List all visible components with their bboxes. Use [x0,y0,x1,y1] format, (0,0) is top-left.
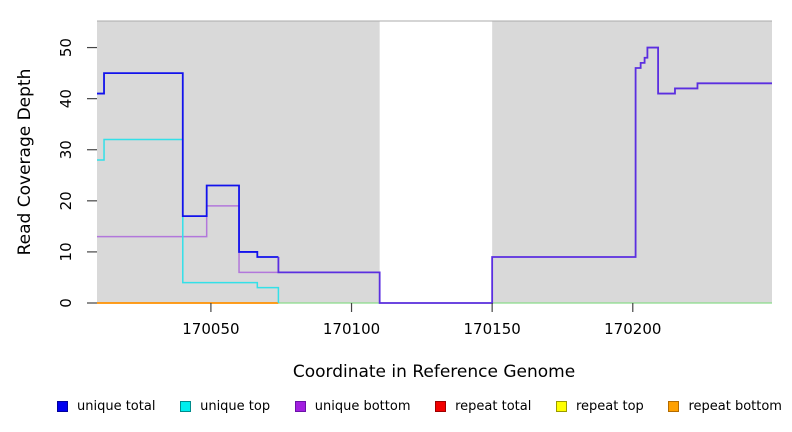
legend-label-unique-top: unique top [200,398,271,414]
repeat-top-swatch-icon [556,400,567,412]
legend-item-repeat-top: repeat top [556,399,644,414]
unique-total-swatch-icon [57,400,68,412]
y-tick-label: 30 [57,140,75,159]
coverage-line-unique-total-line [97,72,279,258]
legend-item-repeat-bottom: repeat bottom [668,399,782,414]
legend-label-repeat-top: repeat top [576,398,644,414]
unique-top-swatch-icon [180,400,192,412]
plot-background-layer [97,20,772,303]
coverage-line-total-and-bottom-merged-line [277,46,772,304]
masked-region [379,21,493,303]
unique-bottom-swatch-icon [294,400,306,412]
legend-label-unique-total: unique total [77,398,156,414]
y-tick-label: 40 [57,89,75,108]
x-tick-label: 170200 [604,320,661,338]
legend: unique total unique top unique bottom re… [57,396,782,416]
y-tick-label: 10 [57,242,75,261]
x-tick-label: 170050 [182,320,239,338]
legend-item-unique-total: unique total [57,399,155,414]
legend-item-unique-bottom: unique bottom [294,398,411,414]
legend-label-unique-bottom: unique bottom [314,398,411,414]
x-axis-title: Coordinate in Reference Genome [293,362,575,382]
y-tick-label: 50 [57,38,75,57]
x-tick-label: 170100 [323,320,380,338]
coverage-line-unique-top-line [97,138,280,303]
legend-label-repeat-bottom: repeat bottom [688,398,782,414]
repeat-bottom-swatch-icon [668,400,680,412]
axes-layer: 170050 170100 170150 170200 0 10 20 30 40 50 [57,38,661,338]
repeat-total-swatch-icon [435,400,447,412]
legend-label-repeat-total: repeat total [455,398,532,414]
coverage-lines-layer [97,46,772,304]
legend-item-unique-top: unique top [180,399,270,414]
y-tick-label: 20 [57,191,75,210]
coverage-line-unique-bottom-line [97,205,279,274]
legend-item-repeat-total: repeat total [435,399,531,414]
x-tick-label: 170150 [464,320,521,338]
y-axis-title: Read Coverage Depth [15,69,35,256]
y-tick-label: 0 [57,298,75,308]
